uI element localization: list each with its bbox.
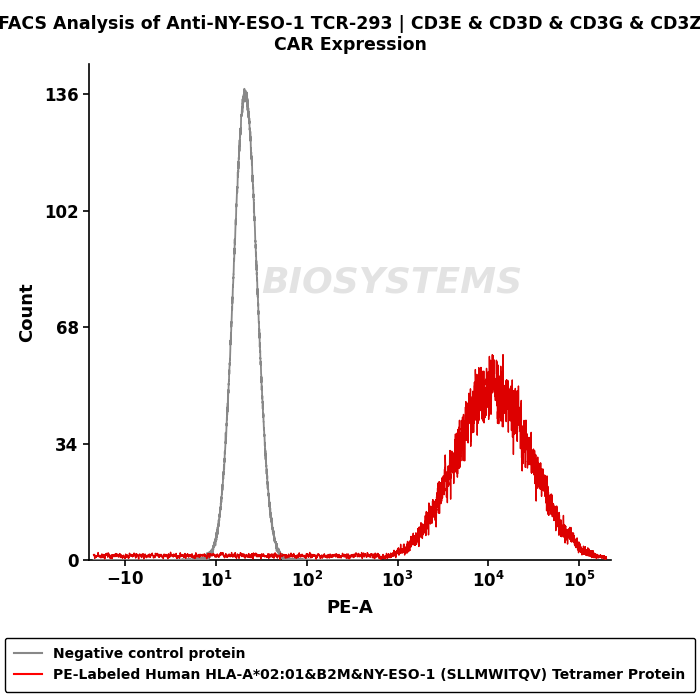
X-axis label: PE-A: PE-A xyxy=(327,599,373,617)
Text: BIOSYSTEMS: BIOSYSTEMS xyxy=(261,265,522,299)
Legend: Negative control protein, PE-Labeled Human HLA-A*02:01&B2M&NY-ESO-1 (SLLMWITQV) : Negative control protein, PE-Labeled Hum… xyxy=(5,638,695,692)
Title: FACS Analysis of Anti-NY-ESO-1 TCR-293 | CD3E & CD3D & CD3G & CD3Z
CAR Expressio: FACS Analysis of Anti-NY-ESO-1 TCR-293 |… xyxy=(0,15,700,54)
Y-axis label: Count: Count xyxy=(18,282,36,342)
